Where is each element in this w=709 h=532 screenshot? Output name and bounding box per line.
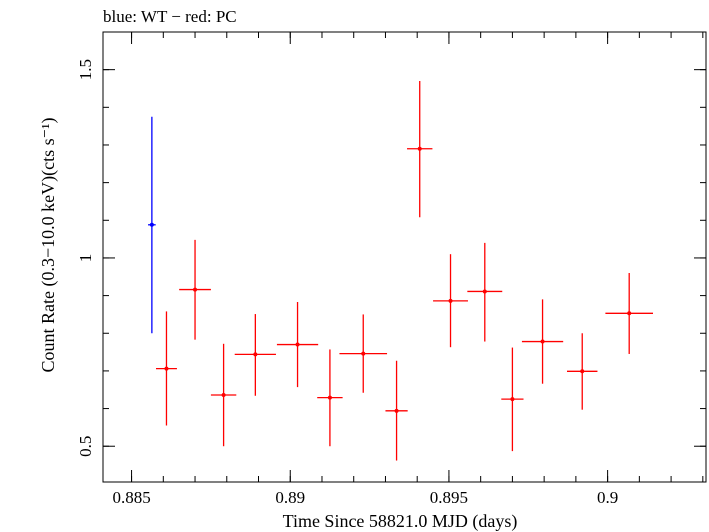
data-point: [317, 349, 343, 447]
data-point: [210, 343, 237, 447]
point-marker: [580, 369, 585, 374]
point-marker: [253, 352, 258, 357]
x-tick-label: 0.89: [275, 488, 305, 507]
point-marker: [394, 408, 399, 413]
point-marker: [627, 311, 632, 316]
point-marker: [149, 222, 154, 227]
point-marker: [221, 393, 226, 398]
point-marker: [327, 395, 332, 400]
point-marker: [510, 397, 515, 402]
point-marker: [164, 366, 169, 371]
point-marker: [482, 289, 487, 294]
x-tick-label: 0.895: [430, 488, 468, 507]
chart-title: blue: WT − red: PC: [103, 7, 237, 26]
point-marker: [417, 146, 422, 151]
point-marker: [540, 339, 545, 344]
y-tick-label: 1.5: [76, 59, 95, 80]
x-tick-label: 0.9: [597, 488, 618, 507]
data-point: [148, 116, 156, 334]
axis-ticks: 0.885 0.89 0.895 0.9 0.5 1 1.5: [76, 31, 706, 507]
series-wt: [148, 116, 156, 334]
data-point: [156, 311, 177, 426]
y-tick-label: 0.5: [76, 436, 95, 457]
data-point: [234, 314, 276, 396]
data-point: [407, 80, 433, 218]
point-marker: [361, 351, 366, 356]
data-point: [276, 302, 319, 388]
data-point: [179, 239, 211, 340]
series-pc: [156, 80, 653, 461]
y-axis-label: Count Rate (0.3−10.0 keV)(cts s⁻¹): [38, 117, 59, 372]
point-marker: [448, 298, 453, 303]
data-point: [385, 360, 408, 461]
data-point: [339, 314, 388, 393]
data-point: [521, 299, 564, 384]
data-point: [467, 242, 503, 342]
x-tick-label: 0.885: [112, 488, 150, 507]
y-tick-label: 1: [76, 254, 95, 263]
data-point: [501, 347, 524, 452]
data-point: [605, 273, 653, 354]
data-marks: [148, 80, 653, 461]
point-marker: [193, 287, 198, 292]
plot-frame: [102, 31, 707, 483]
point-marker: [295, 342, 300, 347]
x-axis-label: Time Since 58821.0 MJD (days): [283, 511, 518, 532]
data-point: [433, 254, 468, 348]
data-point: [566, 333, 598, 410]
